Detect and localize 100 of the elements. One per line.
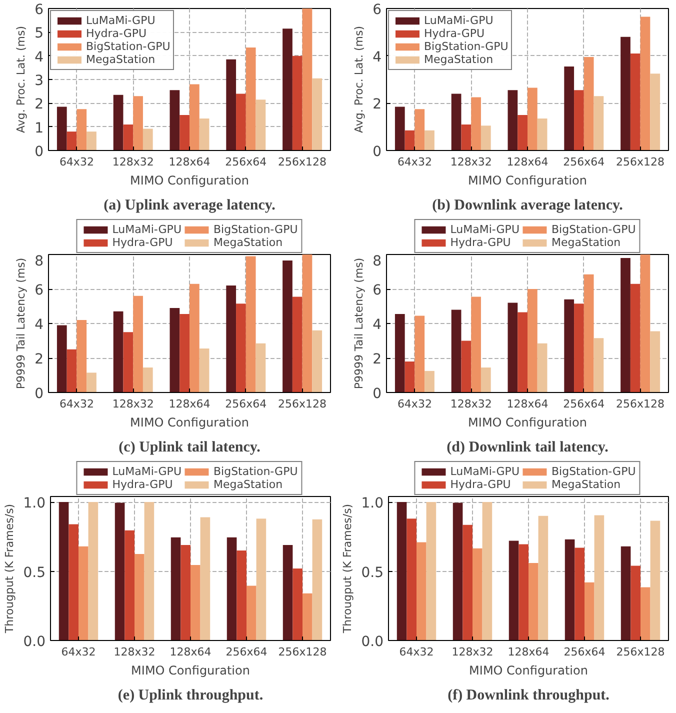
bar	[584, 57, 594, 150]
x-axis-title: MIMO Configuration	[131, 664, 250, 678]
x-tick-label: 64x32	[399, 646, 434, 658]
x-tick-label: 128x64	[506, 156, 548, 168]
bar	[620, 258, 630, 392]
bar	[620, 546, 631, 640]
bar	[518, 115, 528, 150]
bar	[451, 310, 462, 392]
bar	[650, 331, 660, 392]
bar	[640, 16, 650, 150]
y-axis-title: P9999 Tail Latency (ms)	[14, 258, 28, 390]
bar	[123, 124, 134, 150]
x-tick-label: 128x32	[452, 646, 494, 658]
legend-label: LuMaMi-GPU	[86, 14, 156, 27]
bar	[414, 316, 425, 392]
x-axis-title: MIMO Configuration	[130, 174, 249, 188]
bar	[236, 304, 246, 392]
legend-label: Hydra-GPU	[450, 236, 511, 249]
bar	[256, 100, 266, 150]
bar	[426, 502, 436, 640]
legend-label: MegaStation	[213, 478, 283, 491]
y-tick-label: 4	[372, 317, 382, 333]
bar	[113, 311, 124, 392]
legend-label: BigStation-GPU	[213, 223, 298, 236]
bar	[180, 314, 190, 392]
bar	[518, 544, 528, 640]
bar	[123, 332, 134, 392]
y-axis-title: Avg. Proc. Lat. (ms)	[352, 26, 366, 134]
legend-label: BigStation-GPU	[551, 223, 636, 236]
legend-label: MegaStation	[551, 236, 621, 249]
bar	[144, 502, 154, 640]
bar	[404, 130, 415, 150]
y-axis-title: Througput (K Frames/s)	[341, 504, 354, 634]
x-tick-label: 64x32	[61, 646, 96, 658]
y-tick-label: 2	[372, 96, 382, 113]
bar	[528, 562, 538, 640]
y-tick-label: 4	[34, 49, 44, 66]
legend-label: BigStation-GPU	[424, 40, 508, 53]
x-tick-label: 256x64	[564, 646, 606, 658]
text: (b) Downlink average latency.	[432, 198, 624, 214]
bar	[246, 48, 256, 150]
bar	[416, 542, 426, 640]
bar	[564, 66, 574, 150]
bar	[78, 546, 88, 640]
bar	[302, 8, 312, 150]
x-tick-label: 256x64	[225, 398, 267, 410]
bar	[480, 367, 491, 392]
bar	[630, 566, 640, 640]
x-tick-label: 256x128	[278, 156, 327, 168]
y-tick-label: 2	[372, 352, 382, 368]
y-tick-label: 1	[34, 120, 44, 136]
y-tick-label: 6	[372, 282, 382, 298]
bar	[452, 502, 463, 640]
y-axis-title: Througput (K Frames/s)	[3, 504, 16, 634]
bar	[480, 126, 491, 150]
bar	[584, 274, 594, 392]
bar	[142, 128, 153, 150]
bar	[482, 502, 492, 640]
legend-label: MegaStation	[424, 53, 494, 66]
x-tick-label: 128x64	[508, 646, 550, 658]
bar	[256, 518, 266, 640]
bar	[256, 343, 266, 392]
bar	[574, 548, 584, 640]
bar	[528, 289, 538, 392]
legend-label: BigStation-GPU	[86, 40, 170, 53]
legend-label: Hydra-GPU	[112, 236, 173, 249]
y-tick-label: 6	[34, 282, 44, 298]
x-tick-label: 128x64	[168, 156, 210, 168]
bar	[170, 537, 181, 640]
text: (a) Uplink average latency.	[104, 198, 276, 214]
text: (c) Uplink tail latency.	[118, 440, 261, 456]
legend-label: MegaStation	[551, 478, 621, 491]
x-tick-label: 256x128	[616, 156, 665, 168]
y-axis-title: Avg. Proc. Lat. (ms)	[14, 26, 28, 134]
bar	[424, 370, 434, 392]
bar	[133, 96, 143, 150]
bar	[471, 97, 481, 150]
y-tick-label: 6	[372, 2, 382, 18]
x-tick-label: 128x32	[112, 156, 154, 168]
bar	[226, 537, 237, 640]
bar	[508, 540, 519, 640]
bar	[472, 548, 482, 640]
y-tick-label: 6	[34, 2, 44, 18]
bar	[394, 314, 405, 392]
bar	[396, 502, 407, 640]
bar	[574, 90, 584, 150]
bar	[650, 74, 660, 150]
bar	[594, 338, 604, 392]
bar	[190, 284, 200, 392]
y-tick-label: 0	[372, 144, 382, 160]
bar	[282, 544, 293, 640]
bar	[66, 132, 77, 150]
y-tick-label: 1.0	[361, 496, 384, 512]
text: (e) Uplink throughput.	[118, 688, 264, 704]
bar	[88, 502, 98, 640]
x-tick-label: 256x128	[616, 398, 665, 410]
bar	[292, 56, 302, 150]
y-tick-label: 8	[34, 254, 44, 270]
y-tick-label: 0.5	[23, 564, 46, 581]
legend-label: BigStation-GPU	[213, 465, 298, 478]
